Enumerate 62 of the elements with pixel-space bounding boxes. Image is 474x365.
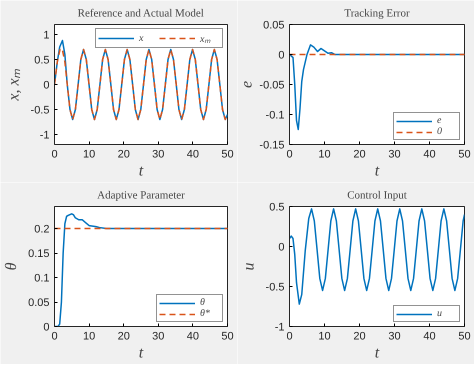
x-tick-label: 0 [286,330,293,342]
x-tick-label: 50 [221,330,234,342]
y-tick-label: 0.2 [34,224,50,236]
y-tick-label: 0.05 [28,297,50,310]
x-tick-label: 10 [318,330,331,342]
y-tick-label: -0.5 [30,104,50,116]
y-axis-title: θ [3,262,20,270]
y-tick-label: 0 [43,80,50,92]
x-tick-label: 30 [388,330,401,342]
x-tick-label: 30 [152,330,164,342]
x-tick-label: 50 [458,148,471,160]
legend-label: u [437,308,443,319]
x-tick-label: 30 [388,148,401,160]
x-tick-label: 50 [221,148,234,160]
x-tick-label: 50 [458,330,471,342]
legend-label: x [139,32,144,44]
legend-label: θ* [200,308,211,319]
x-tick-label: 20 [353,330,366,342]
x-tick-label: 10 [318,148,331,160]
x-tick-label: 0 [286,148,293,160]
chart-title: Tracking Error [344,8,410,20]
y-tick-label: 0 [278,242,285,254]
y-tick-label: 0.5 [269,202,285,214]
y-tick-label: 0 [43,322,50,334]
y-tick-label: -1 [40,130,50,142]
y-tick-label: -0.15 [259,140,285,152]
x-tick-label: 0 [51,330,58,342]
x-axis-title: t [374,344,380,362]
y-tick-label: -0.1 [266,110,285,122]
x-tick-label: 10 [82,330,96,342]
y-tick-label: 1 [43,30,50,42]
y-tick-label: 0 [278,50,285,62]
x-axis-title: t [138,344,144,362]
x-tick-label: 30 [152,148,164,160]
y-tick-label: 0.05 [263,20,285,32]
y-tick-label: -1 [274,322,284,334]
x-tick-label: 40 [423,330,436,342]
x-tick-label: 20 [118,330,130,342]
y-axis-title: x, xₘ [6,68,23,102]
x-tick-label: 10 [82,148,96,160]
y-axis-title: e [238,80,256,88]
legend-label: xₘ [200,33,212,45]
chart-title: Control Input [347,190,407,202]
x-tick-label: 40 [186,148,200,160]
y-tick-label: -0.5 [266,282,285,294]
chart-title: Reference and Actual Model [78,8,204,20]
y-tick-label: 0.15 [28,248,50,260]
x-tick-label: 20 [118,148,130,160]
chart-title: Adaptive Parameter [97,190,186,202]
y-tick-label: 0.5 [34,54,50,66]
x-tick-label: 40 [186,330,200,342]
x-tick-label: 0 [51,148,58,160]
y-axis-title: u [240,262,258,270]
legend-label: e [437,115,442,126]
x-axis-title: t [138,162,144,180]
x-tick-label: 20 [353,148,366,160]
legend-label: θ [200,297,206,308]
legend-label: 0 [437,126,443,137]
x-axis-title: t [374,162,380,180]
y-tick-label: -0.05 [259,80,285,92]
x-tick-label: 40 [423,148,436,160]
y-tick-label: 0.1 [34,272,50,285]
